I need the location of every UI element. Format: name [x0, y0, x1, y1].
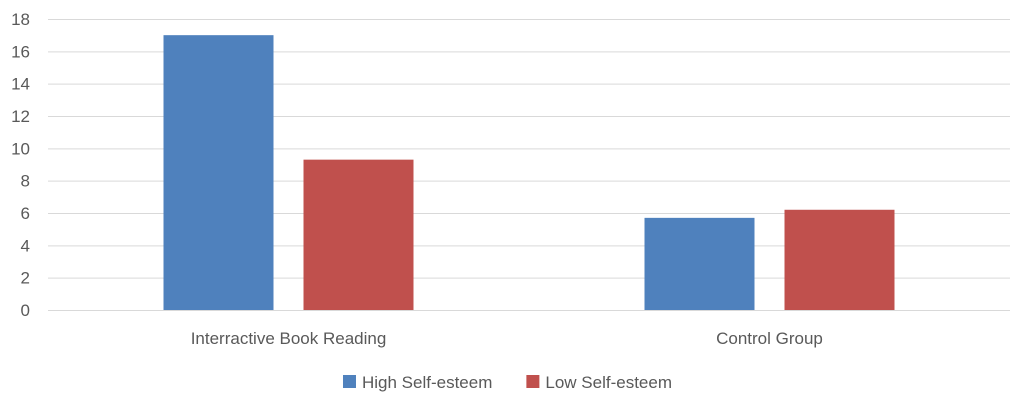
x-category-label: Control Group — [716, 329, 823, 348]
bar-high-self-esteem-control-group — [644, 217, 755, 310]
y-tick-label: 12 — [11, 107, 30, 126]
legend-item: High Self-esteem — [342, 373, 492, 392]
x-category-label: Interractive Book Reading — [191, 329, 387, 348]
legend-label: Low Self-esteem — [545, 373, 672, 392]
y-tick-label: 6 — [21, 204, 30, 223]
y-tick-label: 4 — [21, 236, 30, 255]
y-tick-label: 10 — [11, 139, 30, 158]
bar-high-self-esteem-interactive-book-reading — [163, 35, 274, 311]
bar-low-self-esteem-interactive-book-reading — [303, 159, 414, 310]
legend-swatch — [526, 375, 540, 388]
y-tick-label: 0 — [21, 301, 30, 320]
y-tick-label: 14 — [11, 75, 30, 94]
y-tick-label: 18 — [11, 10, 30, 29]
y-axis-tick-labels: 0 2 4 6 8 10 12 14 16 18 — [11, 10, 30, 320]
x-axis-category-labels: Interractive Book Reading Control Group — [191, 329, 823, 348]
bar-low-self-esteem-control-group — [784, 209, 895, 310]
legend-item: Low Self-esteem — [526, 373, 672, 392]
bars — [163, 35, 895, 311]
y-tick-label: 8 — [21, 172, 30, 191]
legend-swatch — [342, 375, 356, 388]
legend: High Self-esteem Low Self-esteem — [342, 373, 672, 392]
y-tick-label: 2 — [21, 269, 30, 288]
y-tick-label: 16 — [11, 42, 30, 61]
legend-label: High Self-esteem — [362, 373, 492, 392]
